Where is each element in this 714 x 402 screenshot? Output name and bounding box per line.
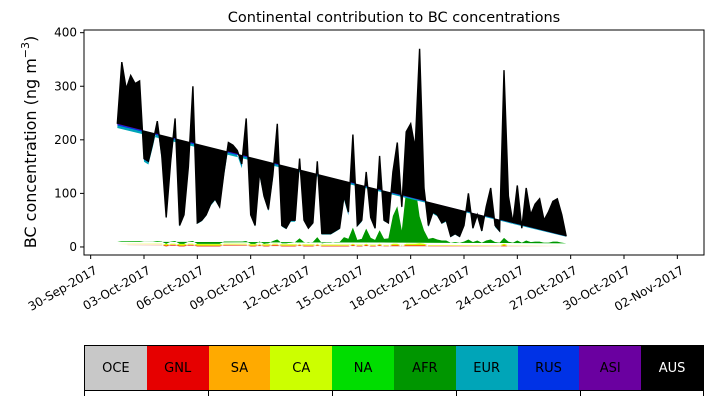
stacked-areas (117, 48, 567, 247)
legend-rus: RUS (517, 346, 580, 390)
y-tick-label: 100 (54, 186, 77, 200)
legend-gnl: GNL (146, 346, 209, 390)
y-tick-label: 300 (54, 79, 77, 93)
chart-title: Continental contribution to BC concentra… (228, 10, 560, 26)
plot-frame (83, 29, 705, 256)
legend-eur: EUR (455, 346, 518, 390)
legend-na: NA (332, 346, 394, 390)
y-tick-label: 0 (69, 240, 77, 254)
x-axis: 30-Sep-201703-Oct-201706-Oct-201709-Oct-… (26, 255, 686, 314)
legend-aus: AUS (641, 346, 703, 390)
color-legend: OCE GNL SA CA NA AFR EUR RUS ASI AUS (84, 345, 704, 391)
bc-chart: Continental contribution to BC concentra… (19, 10, 705, 314)
total-concentration-line (116, 48, 567, 238)
y-axis: 0 100 200 300 400 (54, 26, 84, 254)
y-axis-label: BC concentration (ng m−3) (19, 36, 40, 249)
legend-ticks (84, 391, 704, 396)
legend-afr: AFR (393, 346, 456, 390)
y-tick-label: 400 (54, 26, 77, 40)
legend-sa: SA (208, 346, 271, 390)
y-tick-label: 200 (54, 133, 77, 147)
area-aus (117, 48, 567, 237)
legend-asi: ASI (579, 346, 642, 390)
legend-ca: CA (270, 346, 333, 390)
area-ca (117, 243, 567, 246)
legend-oce: OCE (85, 346, 147, 390)
